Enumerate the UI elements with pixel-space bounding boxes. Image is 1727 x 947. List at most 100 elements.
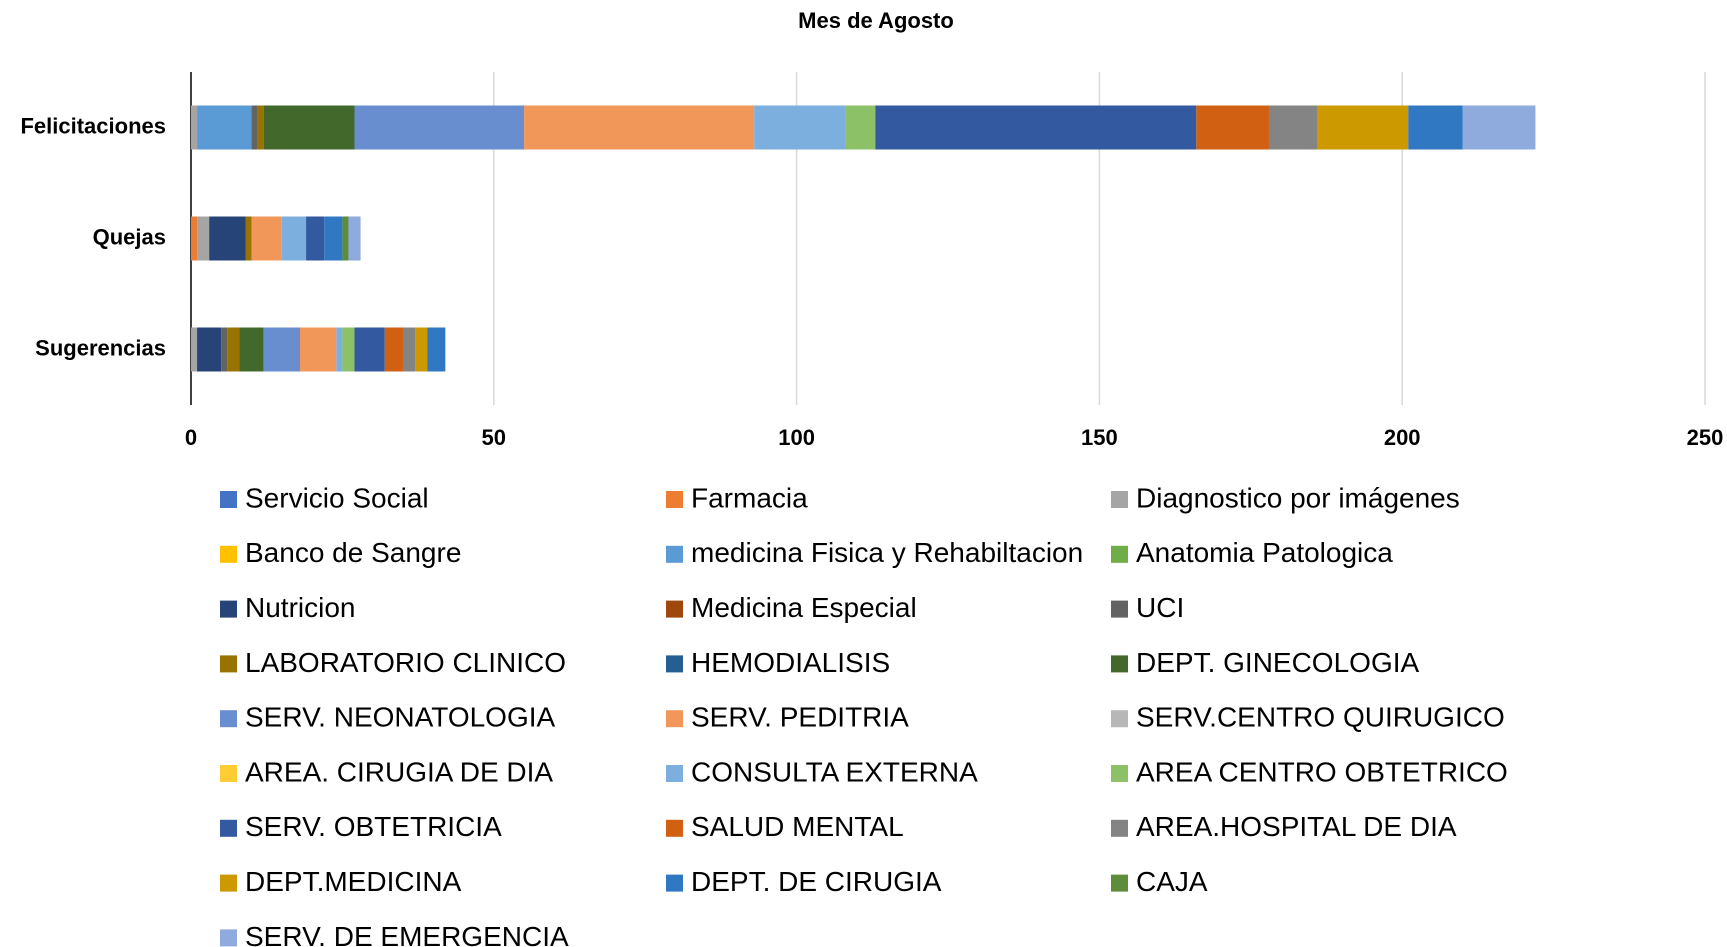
bar-segment [402,327,416,372]
legend-label: CAJA [1136,866,1208,897]
bar-segment [524,105,755,150]
legend-label: medicina Fisica y Rehabiltacion [691,537,1083,568]
legend-label: DEPT. GINECOLOGIA [1136,647,1419,678]
legend-label: AREA CENTRO OBTETRICO [1136,756,1508,787]
legend-swatch [666,710,683,728]
bar-segment [754,105,846,150]
bar-segment [354,105,525,150]
legend-swatch [220,929,237,947]
bar-segment [221,327,228,372]
bar-segment [415,327,428,372]
bar-segment [306,216,325,261]
legend-label: AREA. CIRUGIA DE DIA [245,756,553,787]
legend-swatch [220,765,237,782]
bar-segment [191,216,198,261]
legend-swatch [220,710,237,728]
bar-segment [251,216,282,261]
bar-segment [427,327,446,372]
bar-segment [845,105,876,150]
bar-segment [342,216,349,261]
legend-label: HEMODIALISIS [691,647,890,678]
bar-segment [245,216,252,261]
legend-label: SERV.CENTRO QUIRUGICO [1136,702,1505,733]
legend-swatch [666,819,683,837]
legend-label: SERV. DE EMERGENCIA [245,921,569,947]
legend-swatch [666,600,683,618]
legend-swatch [666,491,683,508]
bar-segment [342,327,355,372]
legend-swatch [666,765,683,782]
chart-title: Mes de Agosto [798,8,954,33]
legend-swatch [220,874,237,892]
legend-label: Nutricion [245,592,355,623]
bar-segment [324,216,343,261]
x-tick-label: 100 [778,425,815,450]
legend-swatch [220,819,237,837]
legend-swatch [220,545,237,563]
legend-label: Diagnostico por imágenes [1136,482,1460,513]
legend-label: DEPT. DE CIRUGIA [691,866,942,897]
legend-swatch [220,655,237,673]
y-tick-label: Sugerencias [35,335,166,360]
legend-swatch [1111,710,1128,728]
legend-swatch [666,874,683,892]
legend-swatch [666,545,683,563]
bar-segment [1196,105,1269,150]
bar-segment [1408,105,1463,150]
bar-segment [257,105,264,150]
x-tick-label: 250 [1687,425,1724,450]
legend-swatch [1111,874,1128,892]
bar-segment [1317,105,1409,150]
bar-segment [384,327,403,372]
legend-label: SERV. OBTETRICIA [245,811,502,842]
bar-segment [263,105,355,150]
bar-segment [281,216,307,261]
bar-segment [191,105,198,150]
legend-label: LABORATORIO CLINICO [245,647,566,678]
bar-segment [197,327,222,372]
x-tick-label: 150 [1081,425,1118,450]
bar-segment [348,216,361,261]
legend-swatch [1111,765,1128,782]
x-tick-label: 50 [482,425,506,450]
legend-swatch [1111,600,1128,618]
bar-segment [197,216,210,261]
bar-segment [1462,105,1536,150]
legend-label: SERV. NEONATOLOGIA [245,702,556,733]
legend-swatch [1111,819,1128,837]
bar-segment [1268,105,1318,150]
legend-label: UCI [1136,592,1184,623]
legend-label: AREA.HOSPITAL DE DIA [1136,811,1457,842]
bar-segment [875,105,1197,150]
bar-segment [263,327,301,372]
bar-segment [300,327,337,372]
legend-swatch [1111,655,1128,673]
legend-label: Medicina Especial [691,592,917,623]
legend-label: Farmacia [691,482,808,513]
bar-segment [227,327,240,372]
bar-segment [251,105,258,150]
y-tick-label: Quejas [93,224,166,249]
x-tick-label: 0 [185,425,197,450]
legend-swatch [220,491,237,508]
bar-segment [209,216,246,261]
legend-swatch [1111,491,1128,508]
y-tick-label: Felicitaciones [20,113,166,138]
legend-label: SALUD MENTAL [691,811,904,842]
bar-segment [191,327,198,372]
x-tick-label: 200 [1384,425,1421,450]
legend-swatch [220,600,237,618]
bar-segment [336,327,343,372]
bar-segment [354,327,385,372]
legend-label: Banco de Sangre [245,537,461,568]
bar-segment [197,105,252,150]
legend-label: CONSULTA EXTERNA [691,756,978,787]
legend-swatch [1111,545,1128,563]
legend-label: DEPT.MEDICINA [245,866,462,897]
legend-label: Anatomia Patologica [1136,537,1393,568]
bar-segment [239,327,264,372]
legend-label: SERV. PEDITRIA [691,702,909,733]
legend-swatch [666,655,683,673]
legend-label: Servicio Social [245,482,429,513]
